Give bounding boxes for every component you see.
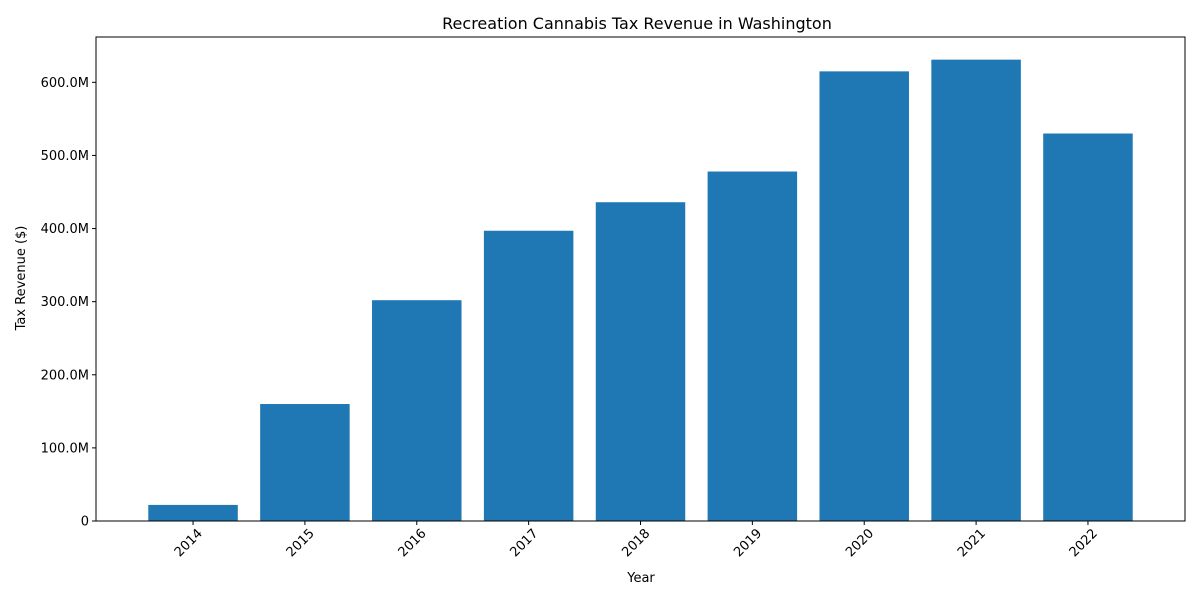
x-tick-label: 2016 (396, 526, 430, 560)
y-tick-label: 300.0M (41, 295, 89, 310)
y-axis: 0 100.0M 200.0M 300.0M 400.0M 500.0M 600.0M (41, 76, 96, 530)
x-axis: 2014 2015 2016 2017 2018 2019 2020 2021 2022 (172, 521, 1101, 560)
bar-2021 (931, 59, 1021, 522)
x-tick-label: 2018 (619, 526, 653, 560)
plot-frame (95, 36, 1186, 522)
x-tick-label: 2015 (284, 526, 318, 560)
bar-2020 (819, 71, 909, 521)
y-tick-label: 600.0M (41, 76, 89, 91)
bar-2014 (148, 504, 238, 521)
bar-2022 (1043, 133, 1133, 521)
y-tick-label: 100.0M (41, 441, 89, 456)
bars-group (148, 59, 1133, 522)
y-tick-label: 400.0M (41, 222, 89, 237)
y-tick-label: 200.0M (41, 368, 89, 383)
y-tick-label: 0 (81, 515, 89, 530)
bar-2017 (483, 230, 574, 522)
bar-2019 (707, 171, 798, 521)
bar-2015 (260, 404, 350, 521)
x-tick-label: 2017 (507, 526, 541, 560)
x-tick-label: 2014 (172, 526, 206, 560)
y-axis-label: Tax Revenue ($) (14, 226, 29, 332)
x-tick-label: 2020 (843, 526, 877, 560)
x-tick-label: 2019 (731, 526, 765, 560)
y-tick-label: 500.0M (41, 149, 89, 164)
x-axis-label: Year (626, 571, 655, 586)
x-tick-label: 2022 (1067, 526, 1101, 560)
x-tick-label: 2021 (955, 526, 989, 560)
bar-2016 (372, 300, 462, 521)
bar-2018 (595, 202, 686, 521)
chart-title: Recreation Cannabis Tax Revenue in Washi… (442, 14, 832, 33)
